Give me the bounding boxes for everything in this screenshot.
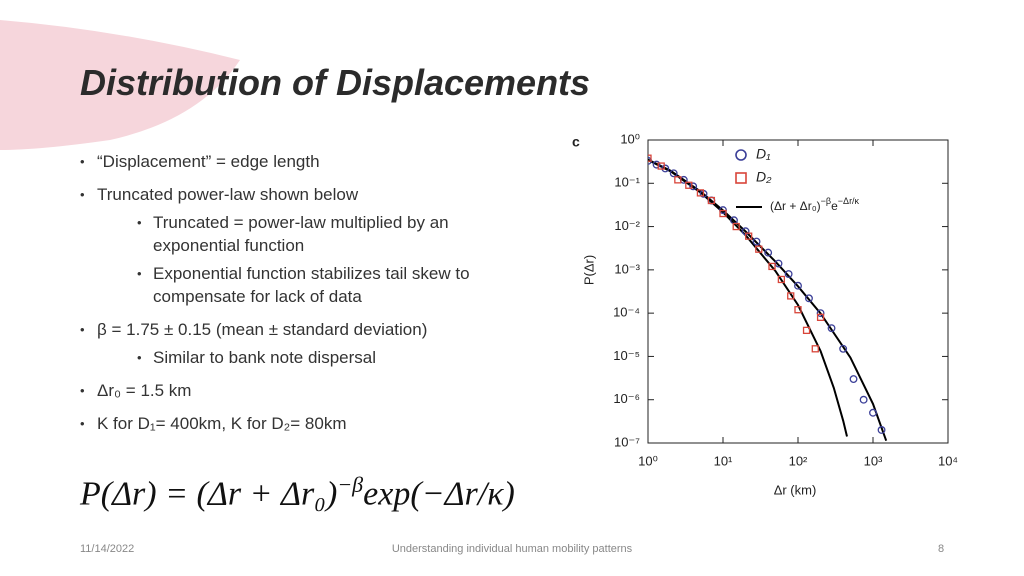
point <box>768 262 776 271</box>
legend-label-superscript: −Δr/κ <box>838 196 860 206</box>
point <box>816 313 825 321</box>
legend-label: D₁ <box>756 146 771 162</box>
bullet: β = 1.75 ± 0.15 (mean ± standard deviati… <box>80 318 540 369</box>
point <box>805 294 813 303</box>
point <box>839 344 848 353</box>
bullet: Truncated power-law shown belowTruncated… <box>80 183 540 308</box>
footer-center: Understanding individual human mobility … <box>391 543 633 555</box>
y-axis-label: P(Δr) <box>581 255 596 285</box>
point <box>652 160 661 169</box>
y-tick-label: 10⁻⁶ <box>613 391 640 406</box>
y-tick-label: 10⁻⁵ <box>613 348 640 363</box>
decor-blob <box>0 20 240 150</box>
page-number: 8 <box>938 543 945 555</box>
point <box>648 154 652 162</box>
legend-label-part: (Δr + Δr₀) <box>770 199 821 213</box>
sub-bullet: Exponential function stabilizes tail ske… <box>97 262 538 308</box>
sub-bullet: Truncated = power-law multiplied by an e… <box>97 211 538 257</box>
bullet: Δr₀ = 1.5 km <box>80 379 540 402</box>
point <box>802 326 811 335</box>
x-tick-label: 10¹ <box>714 453 733 468</box>
formula-exponent: −β <box>337 472 364 497</box>
bullet-list: “Displacement” = edge length Truncated po… <box>80 150 540 445</box>
point <box>849 375 858 384</box>
x-axis-label: Δr (km) <box>774 482 817 497</box>
bullet: “Displacement” = edge length <box>80 150 540 173</box>
x-tick-label: 10³ <box>864 453 883 468</box>
point <box>707 196 716 205</box>
point <box>685 181 693 189</box>
x-tick-label: 10⁰ <box>638 453 658 468</box>
y-tick-label: 10⁻⁷ <box>614 434 640 449</box>
y-tick-label: 10⁰ <box>620 131 640 146</box>
point <box>674 176 682 184</box>
point <box>752 237 761 246</box>
sub-bullet: Similar to bank note dispersal <box>97 346 538 369</box>
legend-marker <box>735 149 747 161</box>
point <box>745 232 753 240</box>
slide-title: Distribution of Displacements <box>80 62 591 103</box>
legend-label-superscript: −β <box>821 196 831 206</box>
point <box>777 275 786 284</box>
legend-label: (Δr + Δr₀)−βe−Δr/κ <box>770 196 860 213</box>
point <box>787 292 795 300</box>
point <box>794 306 802 314</box>
legend-label-part: e <box>831 199 838 213</box>
footer-date: 11/14/2022 <box>80 543 135 555</box>
point <box>859 395 868 404</box>
point <box>719 209 727 218</box>
point <box>794 281 802 290</box>
legend-marker <box>735 172 747 184</box>
panel-label: c <box>572 134 580 150</box>
formula-base: P(Δr) = (Δr + Δr₀) <box>80 475 338 513</box>
y-tick-label: 10⁻⁴ <box>613 305 640 320</box>
bullet: K for D₁= 400km, K for D₂= 80km <box>80 412 540 435</box>
y-tick-label: 10⁻³ <box>614 261 640 276</box>
point <box>869 408 877 417</box>
formula: P(Δr) = (Δr + Δr₀)−βexp(−Δr/κ) <box>80 472 515 513</box>
point <box>732 222 740 231</box>
x-tick-label: 10² <box>789 453 808 468</box>
y-tick-label: 10⁻² <box>614 218 640 233</box>
point <box>816 309 825 318</box>
formula-tail: exp(−Δr/κ) <box>363 475 515 513</box>
plot-area: 10⁰ 10¹ 10² 10³ 10⁴ 10⁻⁷ 10⁻⁶ 10⁻⁵ 10⁻⁴ 10⁻³ 10⁻² 1… <box>613 131 958 468</box>
point <box>827 324 836 333</box>
y-tick-label: 10⁻¹ <box>614 175 640 190</box>
legend-label: D₂ <box>756 169 772 185</box>
x-tick-label: 10⁴ <box>938 453 958 468</box>
point <box>784 270 793 279</box>
point <box>696 189 705 197</box>
point <box>755 245 763 253</box>
point <box>657 162 665 170</box>
point <box>689 182 698 191</box>
data-layer <box>648 154 888 442</box>
point <box>764 248 773 257</box>
point <box>811 345 819 353</box>
point <box>877 426 886 434</box>
point <box>669 169 678 178</box>
